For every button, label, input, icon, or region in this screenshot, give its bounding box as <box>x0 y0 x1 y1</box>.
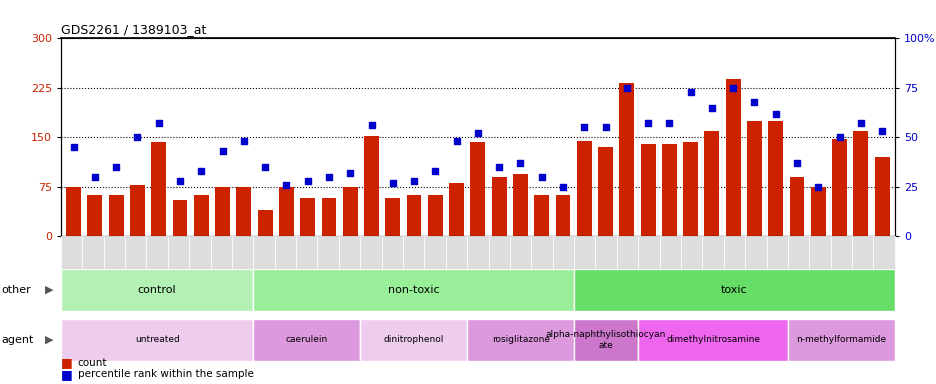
Bar <box>151 142 166 236</box>
Point <box>555 184 570 190</box>
Point <box>172 178 187 184</box>
Point <box>215 148 230 154</box>
Text: control: control <box>138 285 176 295</box>
Bar <box>194 195 209 236</box>
Point <box>448 138 463 144</box>
Text: ▶: ▶ <box>45 335 53 345</box>
Bar <box>236 187 251 236</box>
Point <box>109 164 124 170</box>
Text: caerulein: caerulein <box>285 335 328 344</box>
Point <box>321 174 336 180</box>
Text: dimethylnitrosamine: dimethylnitrosamine <box>665 335 759 344</box>
Bar <box>873 157 888 236</box>
Bar <box>406 195 421 236</box>
Text: rosiglitazone: rosiglitazone <box>491 335 549 344</box>
Bar <box>215 187 229 236</box>
Text: percentile rank within the sample: percentile rank within the sample <box>78 369 254 379</box>
Point <box>151 120 166 126</box>
Bar <box>491 177 506 236</box>
Bar <box>385 198 400 236</box>
Bar <box>534 195 548 236</box>
Point <box>789 160 804 166</box>
Bar <box>66 187 81 236</box>
Point <box>257 164 272 170</box>
Point <box>130 134 145 140</box>
Bar <box>512 174 527 236</box>
Text: alpha-naphthylisothiocyan
ate: alpha-naphthylisothiocyan ate <box>546 330 665 349</box>
Point <box>661 120 676 126</box>
Point <box>746 99 761 105</box>
Bar <box>555 195 570 236</box>
Point <box>534 174 548 180</box>
Bar <box>619 83 634 236</box>
Bar <box>172 200 187 236</box>
Point <box>512 160 527 166</box>
Bar <box>470 142 485 236</box>
Bar <box>682 142 697 236</box>
Point <box>619 85 634 91</box>
Bar <box>300 198 314 236</box>
Point <box>87 174 102 180</box>
Text: count: count <box>78 358 107 368</box>
Point <box>853 120 868 126</box>
Point <box>704 104 719 111</box>
Point <box>66 144 81 150</box>
Bar <box>87 195 102 236</box>
Point <box>873 128 888 134</box>
Bar <box>831 139 846 236</box>
Text: other: other <box>2 285 32 295</box>
Point <box>597 124 612 131</box>
Point <box>682 89 697 95</box>
Text: n-methylformamide: n-methylformamide <box>796 335 885 344</box>
Bar <box>789 177 804 236</box>
Text: toxic: toxic <box>721 285 747 295</box>
Point <box>385 180 400 186</box>
Point <box>831 134 846 140</box>
Bar <box>130 185 145 236</box>
Bar <box>577 141 591 236</box>
Bar <box>810 187 825 236</box>
Text: non-toxic: non-toxic <box>388 285 439 295</box>
Bar <box>279 187 294 236</box>
Bar <box>661 144 676 236</box>
Bar <box>704 131 719 236</box>
Bar <box>109 195 124 236</box>
Bar <box>448 184 463 236</box>
Point <box>470 130 485 136</box>
Bar <box>853 131 868 236</box>
Text: ▶: ▶ <box>45 285 53 295</box>
Point <box>768 111 782 117</box>
Point <box>640 120 655 126</box>
Text: ■: ■ <box>61 368 73 381</box>
Text: agent: agent <box>2 335 35 345</box>
Bar <box>640 144 655 236</box>
Point <box>428 168 443 174</box>
Point <box>343 170 358 176</box>
Bar <box>746 121 761 236</box>
Text: untreated: untreated <box>135 335 180 344</box>
Point <box>491 164 506 170</box>
Bar <box>768 121 782 236</box>
Point <box>236 138 251 144</box>
Bar <box>343 187 358 236</box>
Bar <box>257 210 272 236</box>
Point <box>724 85 739 91</box>
Text: GDS2261 / 1389103_at: GDS2261 / 1389103_at <box>61 23 206 36</box>
Point <box>406 178 421 184</box>
Text: ■: ■ <box>61 356 73 369</box>
Point <box>577 124 592 131</box>
Point <box>194 168 209 174</box>
Point <box>300 178 314 184</box>
Point <box>810 184 825 190</box>
Bar <box>428 195 443 236</box>
Text: dinitrophenol: dinitrophenol <box>383 335 444 344</box>
Bar <box>725 79 739 236</box>
Point <box>279 182 294 188</box>
Point <box>363 122 378 129</box>
Bar <box>321 198 336 236</box>
Bar <box>364 136 378 236</box>
Bar <box>597 147 612 236</box>
